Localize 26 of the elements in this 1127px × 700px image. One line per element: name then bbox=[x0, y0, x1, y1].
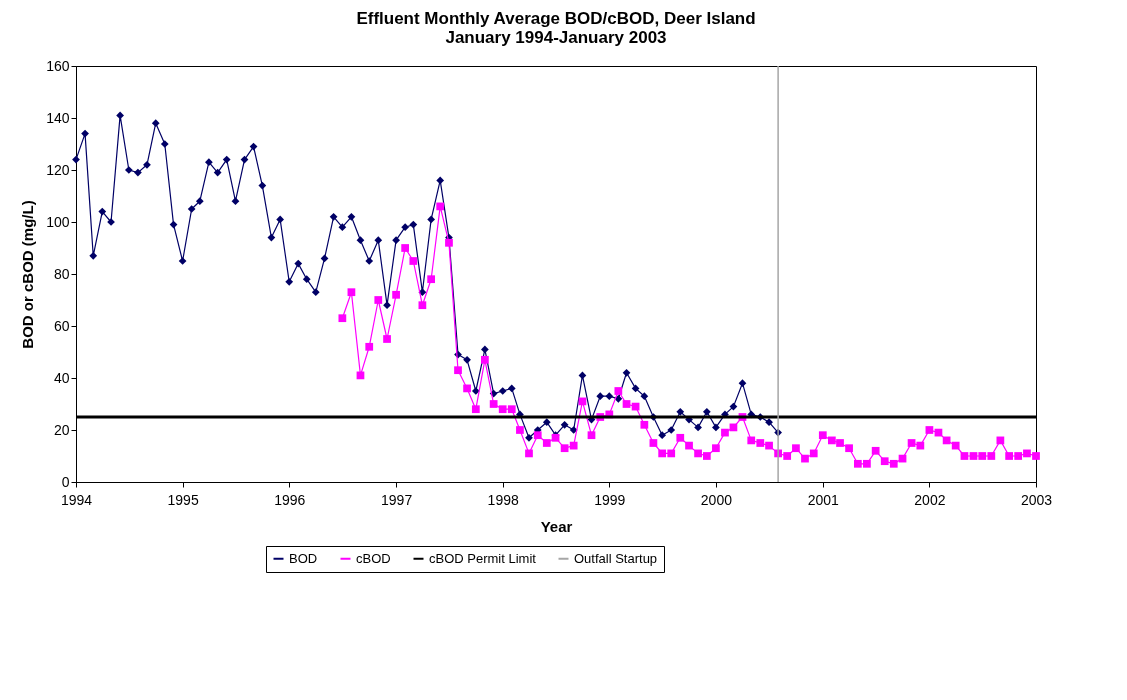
y-tick-label: 140 bbox=[46, 109, 70, 126]
x-tick-label: 1998 bbox=[487, 491, 519, 508]
y-tick-label: 60 bbox=[53, 317, 70, 334]
y-tick-label: 0 bbox=[61, 473, 70, 490]
y-tick-label: 100 bbox=[46, 213, 70, 230]
x-tick-label: 1996 bbox=[274, 491, 306, 508]
x-tick-label: 1997 bbox=[381, 491, 413, 508]
legend-label: cBOD bbox=[356, 550, 391, 566]
y-tick-label: 80 bbox=[53, 265, 70, 282]
x-tick-label: 2003 bbox=[1020, 491, 1053, 508]
y-tick-label: 40 bbox=[53, 369, 70, 386]
x-tick-label: 2001 bbox=[807, 491, 840, 508]
y-tick-label: 20 bbox=[53, 421, 70, 438]
chart-title: Effluent Monthly Average BOD/cBOD, Deer Island January 1994-January 2003 bbox=[356, 9, 756, 47]
legend-label: Outfall Startup bbox=[574, 550, 658, 566]
y-tick-label: 120 bbox=[46, 161, 70, 178]
x-tick-label: 1994 bbox=[60, 491, 93, 508]
x-tick-label: 2000 bbox=[700, 491, 733, 508]
x-axis-title: Year bbox=[540, 517, 573, 535]
legend-label: BOD bbox=[289, 550, 318, 566]
y-axis-title: BOD or cBOD (mg/L) bbox=[19, 200, 37, 349]
x-tick-label: 1999 bbox=[594, 491, 626, 508]
x-tick-label: 1995 bbox=[167, 491, 199, 508]
legend-label: cBOD Permit Limit bbox=[429, 550, 537, 566]
x-tick-label: 2002 bbox=[914, 491, 946, 508]
y-tick-label: 160 bbox=[46, 57, 70, 74]
